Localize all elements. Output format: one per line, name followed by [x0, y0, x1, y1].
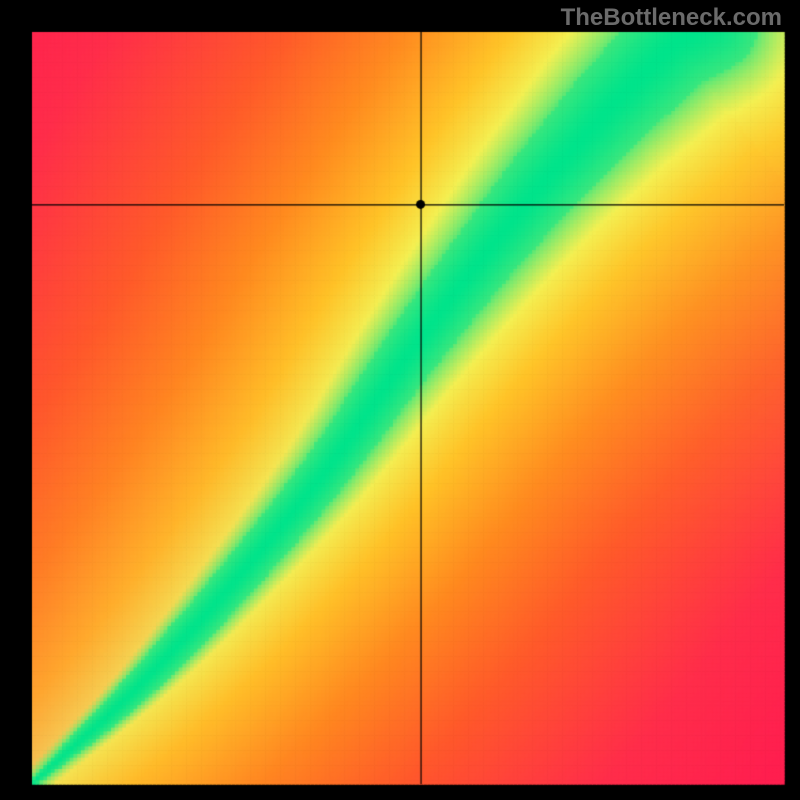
watermark-text: TheBottleneck.com — [561, 4, 782, 32]
bottleneck-heatmap — [0, 0, 800, 800]
